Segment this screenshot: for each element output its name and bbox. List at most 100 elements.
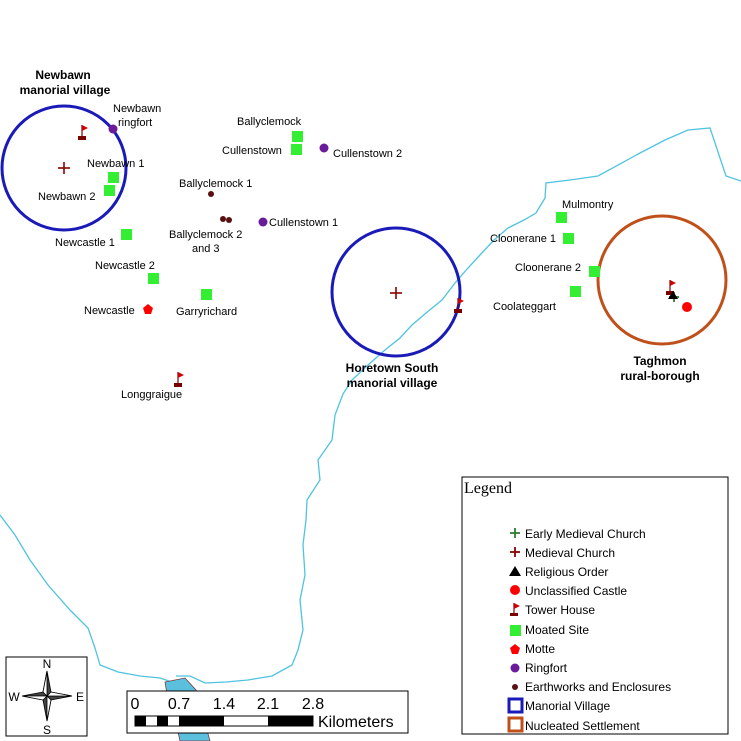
site-label: Newbawn 2 xyxy=(38,191,95,203)
legend-label: Moated Site xyxy=(525,623,589,637)
site-label: Coolateggart xyxy=(493,301,556,313)
legend-label: Religious Order xyxy=(525,565,608,579)
site-label: Longgraigue xyxy=(121,389,182,401)
scale-tick-label: 2.8 xyxy=(302,696,324,713)
tower-house-icon xyxy=(174,372,184,387)
unclassified-castle-icon xyxy=(682,302,692,312)
legend-box xyxy=(461,476,729,735)
blue-square-icon xyxy=(507,697,524,714)
purple-dot-icon xyxy=(510,663,520,673)
taghmon-settlement-label: Taghmon xyxy=(633,354,686,368)
scale-unit-label: Kilometers xyxy=(318,714,394,731)
red-dot-icon xyxy=(510,585,520,595)
scale-tick-label: 0.7 xyxy=(168,696,190,713)
south-label: S xyxy=(43,723,51,737)
site-label: Newcastle 1 xyxy=(55,237,115,249)
legend: Legend Early Medieval Church Medieval Ch… xyxy=(461,476,729,735)
scale-segment xyxy=(268,716,313,726)
legend-label: Manorial Village xyxy=(525,699,610,713)
moated-site-icon xyxy=(589,266,600,277)
site-label: Newcastle xyxy=(84,305,135,317)
pentagon-icon xyxy=(510,644,520,654)
river-west xyxy=(0,514,176,684)
green-square-icon xyxy=(510,625,521,636)
moated-site-icon xyxy=(148,273,159,284)
red-cross-icon xyxy=(510,547,520,557)
scale-segment xyxy=(157,716,168,726)
site-label: Ballyclemock 1 xyxy=(179,178,252,190)
earthwork-icon xyxy=(226,217,232,223)
river-main xyxy=(176,127,741,684)
moated-site-icon xyxy=(104,185,115,196)
north-label: N xyxy=(43,657,52,671)
horetown-settlement-label-2: manorial village xyxy=(347,376,438,390)
green-cross-icon xyxy=(510,528,520,538)
legend-label: Motte xyxy=(525,642,555,656)
site-label: ringfort xyxy=(118,117,152,129)
site-label: Cullenstown 2 xyxy=(333,148,402,160)
medieval-church-icon xyxy=(390,287,402,299)
taghmon-settlement-label-2: rural-borough xyxy=(620,369,699,383)
site-label: Garryrichard xyxy=(176,306,237,318)
site-label: Newbawn xyxy=(113,103,161,115)
site-label: Cullenstown 1 xyxy=(269,217,338,229)
ringfort-icon xyxy=(258,217,268,227)
legend-title: Legend xyxy=(464,480,512,497)
legend-label: Tower House xyxy=(525,603,595,617)
moated-site-icon xyxy=(121,229,132,240)
moated-site-icon xyxy=(108,172,119,183)
medieval-church-icon xyxy=(58,162,70,174)
moated-site-icon xyxy=(292,131,303,142)
newbawn-settlement-label-2: manorial village xyxy=(20,83,111,97)
newbawn-settlement-label: Newbawn xyxy=(35,68,90,82)
site-label: and 3 xyxy=(192,243,220,255)
newbawn-manorial-circle xyxy=(0,104,128,232)
compass-rose-highlight xyxy=(21,670,73,722)
tower-house-icon xyxy=(666,280,676,295)
site-label: Ballyclemock xyxy=(237,116,302,128)
moated-site-icon xyxy=(556,212,567,223)
horetown-manorial-circle xyxy=(330,226,462,358)
site-label: Cloonerane 2 xyxy=(515,262,581,274)
orange-square-icon xyxy=(507,716,524,733)
legend-label: Nucleated Settlement xyxy=(525,719,640,733)
legend-label: Earthworks and Enclosures xyxy=(525,680,671,694)
moated-sites xyxy=(104,131,600,300)
scale-segment xyxy=(135,716,146,726)
tower-house-icon xyxy=(454,298,464,313)
legend-label: Early Medieval Church xyxy=(525,527,646,541)
legend-label: Unclassified Castle xyxy=(525,584,627,598)
scale-bar: 0 0.7 1.4 2.1 2.8 Kilometers xyxy=(126,690,409,734)
scale-tick-label: 1.4 xyxy=(213,696,235,713)
east-label: E xyxy=(76,690,84,704)
small-dot-icon xyxy=(512,684,518,690)
legend-label: Ringfort xyxy=(525,661,568,675)
site-label: Mulmontry xyxy=(562,199,614,211)
religious-order-icon xyxy=(668,291,678,299)
north-arrow: N S W E xyxy=(5,656,88,737)
site-label: Ballyclemock 2 xyxy=(169,229,242,241)
moated-site-icon xyxy=(563,233,574,244)
site-label: Cullenstown xyxy=(222,145,282,157)
ringfort-icon xyxy=(319,143,329,153)
flag-icon xyxy=(510,603,520,616)
site-label: Newbawn 1 xyxy=(87,158,144,170)
scale-tick-label: 2.1 xyxy=(257,696,279,713)
triangle-icon xyxy=(509,566,521,576)
scale-tick-label: 0 xyxy=(131,696,140,713)
moated-site-icon xyxy=(291,144,302,155)
moated-site-icon xyxy=(570,286,581,297)
earthwork-icon xyxy=(208,191,214,197)
site-label: Cloonerane 1 xyxy=(490,233,556,245)
moated-site-icon xyxy=(201,289,212,300)
tower-house-icon xyxy=(78,125,88,140)
motte-icon xyxy=(143,304,153,314)
west-label: W xyxy=(8,690,20,704)
taghmon-nucleated-circle xyxy=(596,214,728,346)
river-lines xyxy=(0,127,741,684)
horetown-settlement-label: Horetown South xyxy=(346,361,439,375)
earthwork-icon xyxy=(220,216,226,222)
site-label: Newcastle 2 xyxy=(95,260,155,272)
